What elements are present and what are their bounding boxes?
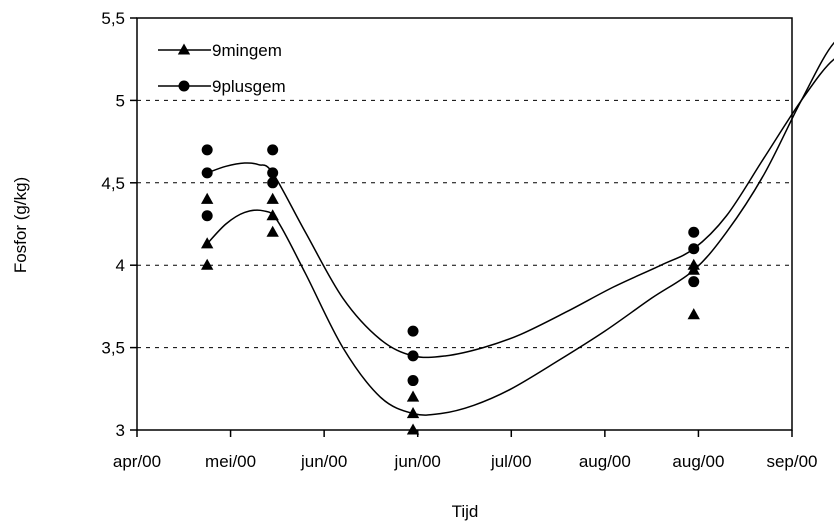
x-tick-label: mei/00 [205,452,256,471]
data-point-9plusgem [201,144,213,156]
data-point-9mingem [266,225,279,237]
data-point-9plusgem [267,144,279,156]
data-point-9mingem [406,423,420,435]
legend-marker-9plusgem [178,80,190,92]
data-point-9plusgem [267,167,279,179]
data-point-9mingem [201,192,214,204]
data-point-9mingem [266,209,279,221]
x-tick-label: sep/00 [766,452,817,471]
data-point-9plusgem [407,375,419,387]
data-point-9mingem [201,258,214,270]
data-point-9mingem [687,308,700,320]
y-tick-label: 4 [116,256,125,275]
y-tick-label: 3 [116,421,125,440]
series-curve-9plusgem [206,58,834,359]
x-axis: apr/00 mei/00 jun/00 jun/00 jul/00 aug/00 aug/… [113,430,818,471]
x-tick-label: jun/00 [300,452,347,471]
y-axis: 3 3,5 4 4,5 5 5,5 [101,9,137,440]
y-tick-label: 5,5 [101,9,125,28]
data-point-9plusgem [201,167,213,179]
x-tick-label: aug/00 [579,452,631,471]
data-point-9mingem [266,192,279,204]
y-tick-label: 3,5 [101,339,125,358]
legend: 9mingem 9plusgem [158,41,286,96]
data-point-9plusgem [688,226,700,238]
legend-label-9plusgem: 9plusgem [212,77,286,96]
x-tick-label: aug/00 [672,452,724,471]
y-axis-label: Fosfor (g/kg) [11,177,30,273]
plot-area-border [136,17,793,431]
gridlines [137,99,792,349]
data-point-9plusgem [688,243,700,255]
series-curves [206,41,834,416]
legend-label-9mingem: 9mingem [212,41,282,60]
x-tick-label: jun/00 [394,452,441,471]
legend-marker-9mingem [177,43,191,55]
data-point-9plusgem [688,276,700,288]
y-tick-label: 5 [116,91,125,110]
data-point-9plusgem [267,177,279,189]
x-tick-label: jul/00 [490,452,532,471]
data-point-9mingem [687,263,700,275]
series-curve-9mingem [206,41,834,416]
data-point-9mingem [406,407,420,419]
x-axis-label: Tijd [452,502,479,521]
y-tick-label: 4,5 [101,174,125,193]
data-point-9plusgem [407,350,419,362]
series-markers [201,144,700,435]
data-point-9plusgem [407,325,419,337]
data-point-9mingem [201,237,214,249]
x-tick-label: apr/00 [113,452,161,471]
data-point-9mingem [406,390,420,402]
data-point-9plusgem [201,210,213,222]
